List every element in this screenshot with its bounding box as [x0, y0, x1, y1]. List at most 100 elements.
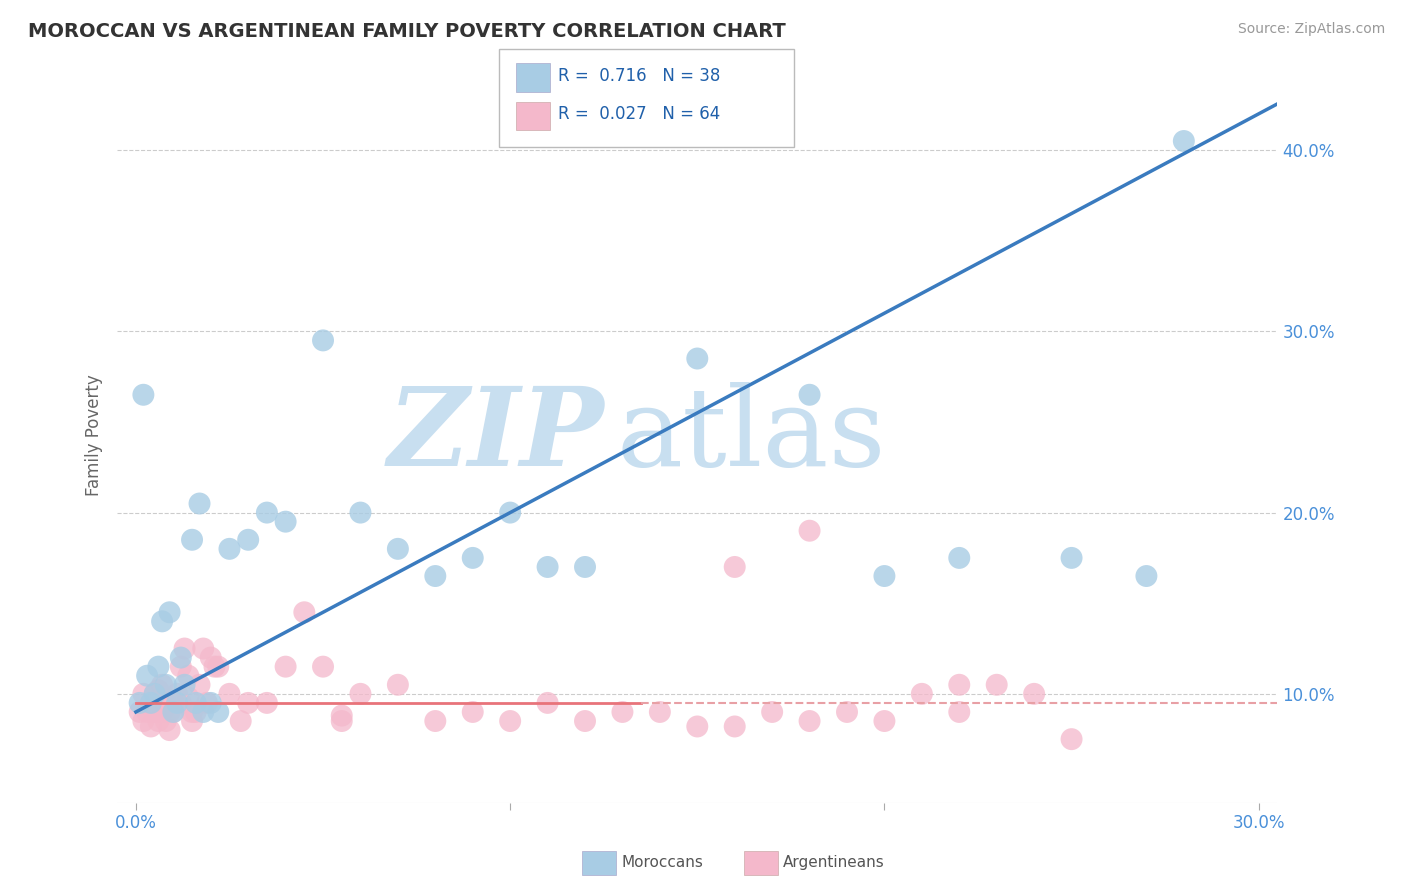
Point — [193, 705, 215, 719]
Point — [150, 615, 173, 629]
Point — [256, 506, 278, 520]
Point — [207, 659, 229, 673]
Text: Source: ZipAtlas.com: Source: ZipAtlas.com — [1237, 22, 1385, 37]
Point — [200, 650, 222, 665]
Point — [128, 696, 150, 710]
Point — [162, 705, 184, 719]
Point — [155, 714, 177, 728]
Point — [948, 705, 970, 719]
Point — [499, 714, 522, 728]
Point — [274, 659, 297, 673]
Point — [574, 714, 596, 728]
Text: atlas: atlas — [616, 382, 886, 489]
Point — [181, 533, 204, 547]
Point — [181, 705, 204, 719]
Point — [132, 388, 155, 402]
Point — [177, 690, 200, 705]
Point — [948, 550, 970, 565]
Text: Argentineans: Argentineans — [783, 855, 884, 870]
Point — [312, 659, 335, 673]
Point — [218, 687, 240, 701]
Point — [948, 678, 970, 692]
Point — [170, 650, 193, 665]
Point — [128, 705, 150, 719]
Point — [148, 714, 170, 728]
Point — [387, 541, 409, 556]
Point — [150, 705, 173, 719]
Point — [1060, 732, 1083, 747]
Point — [159, 705, 181, 719]
Point — [181, 714, 204, 728]
Point — [724, 560, 747, 574]
Point — [1173, 134, 1195, 148]
Point — [686, 719, 709, 733]
Point — [177, 669, 200, 683]
Point — [155, 696, 177, 710]
Point — [143, 687, 166, 701]
Point — [162, 705, 184, 719]
Point — [425, 714, 447, 728]
Point — [292, 605, 315, 619]
Point — [256, 696, 278, 710]
Point — [461, 550, 484, 565]
Point — [132, 687, 155, 701]
Point — [200, 696, 222, 710]
Point — [349, 687, 371, 701]
Point — [686, 351, 709, 366]
Point — [139, 696, 162, 710]
Point — [835, 705, 858, 719]
Point — [136, 705, 159, 719]
Point — [170, 696, 193, 710]
Point — [873, 714, 896, 728]
Point — [1135, 569, 1157, 583]
Point — [274, 515, 297, 529]
Point — [536, 696, 558, 710]
Text: MOROCCAN VS ARGENTINEAN FAMILY POVERTY CORRELATION CHART: MOROCCAN VS ARGENTINEAN FAMILY POVERTY C… — [28, 22, 786, 41]
Text: ZIP: ZIP — [388, 382, 605, 490]
Text: Moroccans: Moroccans — [621, 855, 703, 870]
Point — [166, 687, 188, 701]
Point — [574, 560, 596, 574]
Point — [150, 678, 173, 692]
Point — [986, 678, 1008, 692]
Point — [761, 705, 783, 719]
Point — [799, 388, 821, 402]
Point — [1060, 550, 1083, 565]
Point — [536, 560, 558, 574]
Point — [188, 496, 211, 510]
Point — [499, 506, 522, 520]
Point — [207, 705, 229, 719]
Point — [911, 687, 934, 701]
Y-axis label: Family Poverty: Family Poverty — [86, 375, 103, 497]
Point — [312, 334, 335, 348]
Text: R =  0.716   N = 38: R = 0.716 N = 38 — [558, 67, 720, 85]
Point — [193, 641, 215, 656]
Point — [173, 641, 195, 656]
Point — [173, 678, 195, 692]
Point — [170, 659, 193, 673]
Point — [136, 669, 159, 683]
Point — [132, 714, 155, 728]
Point — [188, 678, 211, 692]
Point — [143, 705, 166, 719]
Point — [184, 696, 207, 710]
Point — [159, 605, 181, 619]
Point — [139, 719, 162, 733]
Point — [461, 705, 484, 719]
Point — [648, 705, 671, 719]
Point — [148, 659, 170, 673]
Point — [238, 533, 260, 547]
Point — [330, 714, 353, 728]
Point — [184, 705, 207, 719]
Point — [425, 569, 447, 583]
Point — [387, 678, 409, 692]
Point — [204, 659, 226, 673]
Point — [349, 506, 371, 520]
Point — [799, 524, 821, 538]
Point — [195, 696, 218, 710]
Point — [873, 569, 896, 583]
Point — [162, 696, 184, 710]
Point — [238, 696, 260, 710]
Point — [155, 678, 177, 692]
Point — [1024, 687, 1046, 701]
